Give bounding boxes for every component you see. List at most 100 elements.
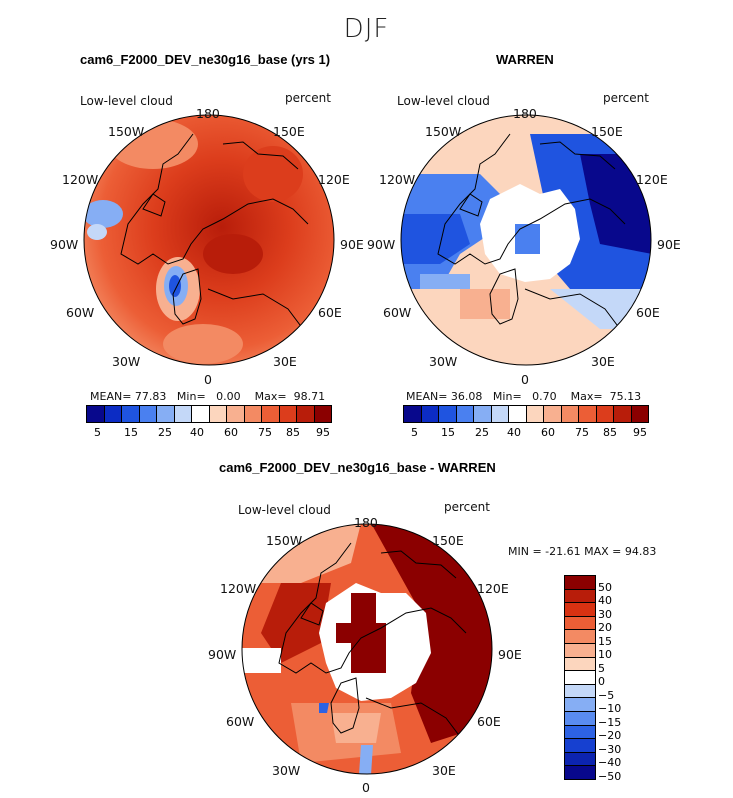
region-patch — [319, 703, 329, 713]
colorbar-swatch — [262, 406, 280, 422]
colorbar-swatch — [579, 406, 597, 422]
colorbar-swatch — [544, 406, 562, 422]
colorbar-swatch — [631, 406, 648, 422]
colorbar-diff-tick: 20 — [598, 621, 612, 635]
lon-label-90e: 90E — [498, 647, 522, 662]
colorbar-diff-ticks: 50 40 30 20 15 10 5 0 −5 −10 −15 −20 −30 −40 −50 — [598, 575, 638, 783]
lon-label-30e: 30E — [273, 354, 297, 369]
figure-title: DJF — [343, 14, 390, 44]
colorbar-swatch — [174, 406, 192, 422]
panel-diff-units: percent — [444, 500, 490, 514]
region-patch — [87, 224, 107, 240]
colorbar-swatch — [474, 406, 492, 422]
lon-label-60e: 60E — [318, 305, 342, 320]
region-patch — [460, 289, 510, 319]
colorbar-swatch — [314, 406, 331, 422]
lon-label-120e: 120E — [636, 172, 668, 187]
panel-diff-title: cam6_F2000_DEV_ne30g16_base - WARREN — [219, 460, 496, 475]
region-patch — [359, 745, 373, 774]
lon-label-0: 0 — [521, 372, 529, 387]
region-patch — [84, 200, 123, 228]
colorbar-swatch — [297, 406, 315, 422]
lon-label-30w: 30W — [112, 354, 141, 369]
colorbar-swatch — [565, 711, 595, 726]
lon-label-90e: 90E — [340, 237, 364, 252]
panel-diff-minmax: MIN = -21.61 MAX = 94.83 — [508, 545, 657, 558]
colorbar-swatch — [526, 406, 544, 422]
lon-label-30w: 30W — [272, 763, 301, 778]
colorbar-swatch — [565, 725, 595, 740]
lon-label-60w: 60W — [66, 305, 95, 320]
lon-label-120w: 120W — [220, 581, 257, 596]
lon-label-90e: 90E — [657, 237, 681, 252]
colorbar-diff-tick: 50 — [598, 580, 612, 594]
colorbar-diff-tick: 30 — [598, 607, 612, 621]
polar-map-model — [83, 114, 335, 366]
colorbar-swatch — [565, 698, 595, 712]
colorbar-swatch — [279, 406, 297, 422]
lon-label-30e: 30E — [591, 354, 615, 369]
lon-label-150e: 150E — [273, 124, 305, 139]
colorbar-swatch — [192, 406, 210, 422]
colorbar-swatch — [209, 406, 227, 422]
colorbar-swatch — [565, 752, 595, 767]
colorbar-swatch — [614, 406, 632, 422]
colorbar-swatch — [104, 406, 122, 422]
region-patch — [371, 524, 492, 743]
colorbar-diff-tick: 10 — [598, 648, 612, 662]
colorbar-diff-tick: −30 — [598, 742, 622, 756]
colorbar-model-ticks: 5 15 25 40 60 75 85 95 — [94, 426, 330, 439]
lon-label-150w: 150W — [425, 124, 462, 139]
lon-label-120e: 120E — [477, 581, 509, 596]
lon-label-30e: 30E — [432, 763, 456, 778]
lon-label-90w: 90W — [367, 237, 396, 252]
colorbar-swatch — [565, 616, 595, 631]
colorbar-swatch — [565, 603, 595, 617]
colorbar-swatch — [122, 406, 140, 422]
lon-label-90w: 90W — [208, 647, 237, 662]
polar-map-diff — [241, 523, 493, 775]
lon-label-120e: 120E — [318, 172, 350, 187]
panel-obs-variable: Low-level cloud — [397, 94, 490, 108]
region-patch — [420, 274, 470, 289]
colorbar-diff-tick: 15 — [598, 634, 612, 648]
colorbar-swatch — [439, 406, 457, 422]
lon-label-60w: 60W — [383, 305, 412, 320]
region-patch — [261, 583, 331, 663]
lon-label-150e: 150E — [591, 124, 623, 139]
colorbar-diff-tick: −10 — [598, 702, 622, 716]
lon-label-90w: 90W — [50, 237, 79, 252]
region-patch — [515, 224, 540, 254]
panel-model-title: cam6_F2000_DEV_ne30g16_base (yrs 1) — [80, 52, 331, 67]
colorbar-swatch — [157, 406, 175, 422]
colorbar-swatch — [565, 671, 595, 685]
colorbar-diff-tick: −50 — [598, 770, 622, 783]
colorbar-diff-tick: −20 — [598, 729, 622, 743]
colorbar-swatch — [565, 589, 595, 604]
no-data-region — [242, 648, 281, 673]
colorbar-swatch — [227, 406, 245, 422]
colorbar-swatch — [565, 576, 595, 590]
panel-obs-units: percent — [603, 91, 649, 105]
colorbar-diff-tick: 40 — [598, 594, 612, 608]
lon-label-180: 180 — [354, 515, 378, 530]
region-patch — [331, 713, 381, 743]
region-patch — [336, 593, 386, 673]
colorbar-obs — [403, 405, 649, 423]
lon-label-60w: 60W — [226, 714, 255, 729]
colorbar-swatch — [456, 406, 474, 422]
colorbar-diff-tick: 5 — [598, 661, 605, 675]
panel-model-mean: MEAN= 77.83 Min= 0.00 Max= 98.71 — [90, 390, 326, 403]
lon-label-180: 180 — [196, 106, 220, 121]
colorbar-swatch — [244, 406, 262, 422]
colorbar-swatch — [565, 684, 595, 699]
panel-obs-title: WARREN — [496, 52, 554, 67]
colorbar-swatch — [87, 406, 105, 422]
region-patch — [163, 324, 243, 364]
lon-label-150w: 150W — [108, 124, 145, 139]
colorbar-diff-tick: −40 — [598, 756, 622, 770]
colorbar-swatch — [565, 643, 595, 658]
colorbar-swatch — [139, 406, 157, 422]
colorbar-diff — [564, 575, 596, 780]
lon-label-150e: 150E — [432, 533, 464, 548]
